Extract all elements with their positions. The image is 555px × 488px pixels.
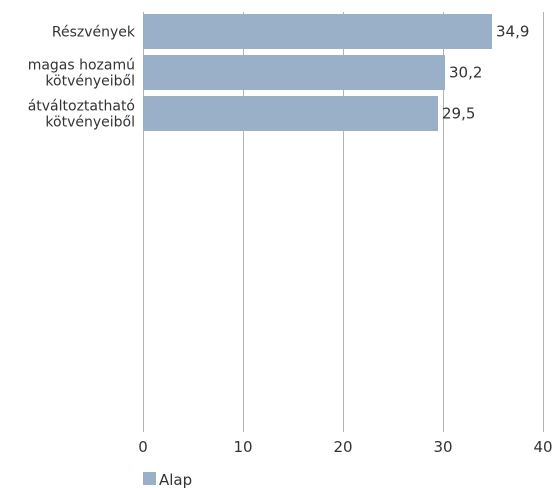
x-tick-label-30: 30 (433, 438, 452, 456)
x-axis-ticks: 0 10 20 30 40 (138, 438, 552, 456)
category-label-line: magas hozamú (28, 58, 135, 74)
x-tick-label-0: 0 (138, 438, 148, 456)
bar-3 (143, 96, 438, 131)
bar-1 (143, 14, 492, 49)
x-tick-label-10: 10 (233, 438, 252, 456)
category-label-line: átváltoztatható (28, 99, 135, 115)
data-label-1: 34,9 (496, 23, 529, 41)
category-label-line: kötvényeiből (45, 115, 135, 131)
legend-swatch (143, 472, 156, 485)
data-labels: 34,9 30,2 29,5 (442, 23, 529, 123)
category-label-1: Részvények (52, 25, 136, 41)
legend-label: Alap (159, 471, 192, 488)
category-label-2: magas hozamú kötvényeiből (28, 58, 135, 90)
bar-2 (143, 55, 445, 90)
category-label-line: kötvényeiből (45, 74, 135, 90)
x-tick-label-20: 20 (333, 438, 352, 456)
data-label-2: 30,2 (449, 64, 482, 82)
data-label-3: 29,5 (442, 105, 475, 123)
bars (143, 14, 492, 131)
category-label-line: Részvények (52, 25, 136, 41)
category-label-3: átváltoztatható kötvényeiből (28, 99, 135, 131)
legend: Alap (143, 471, 192, 488)
x-tick-label-40: 40 (533, 438, 552, 456)
